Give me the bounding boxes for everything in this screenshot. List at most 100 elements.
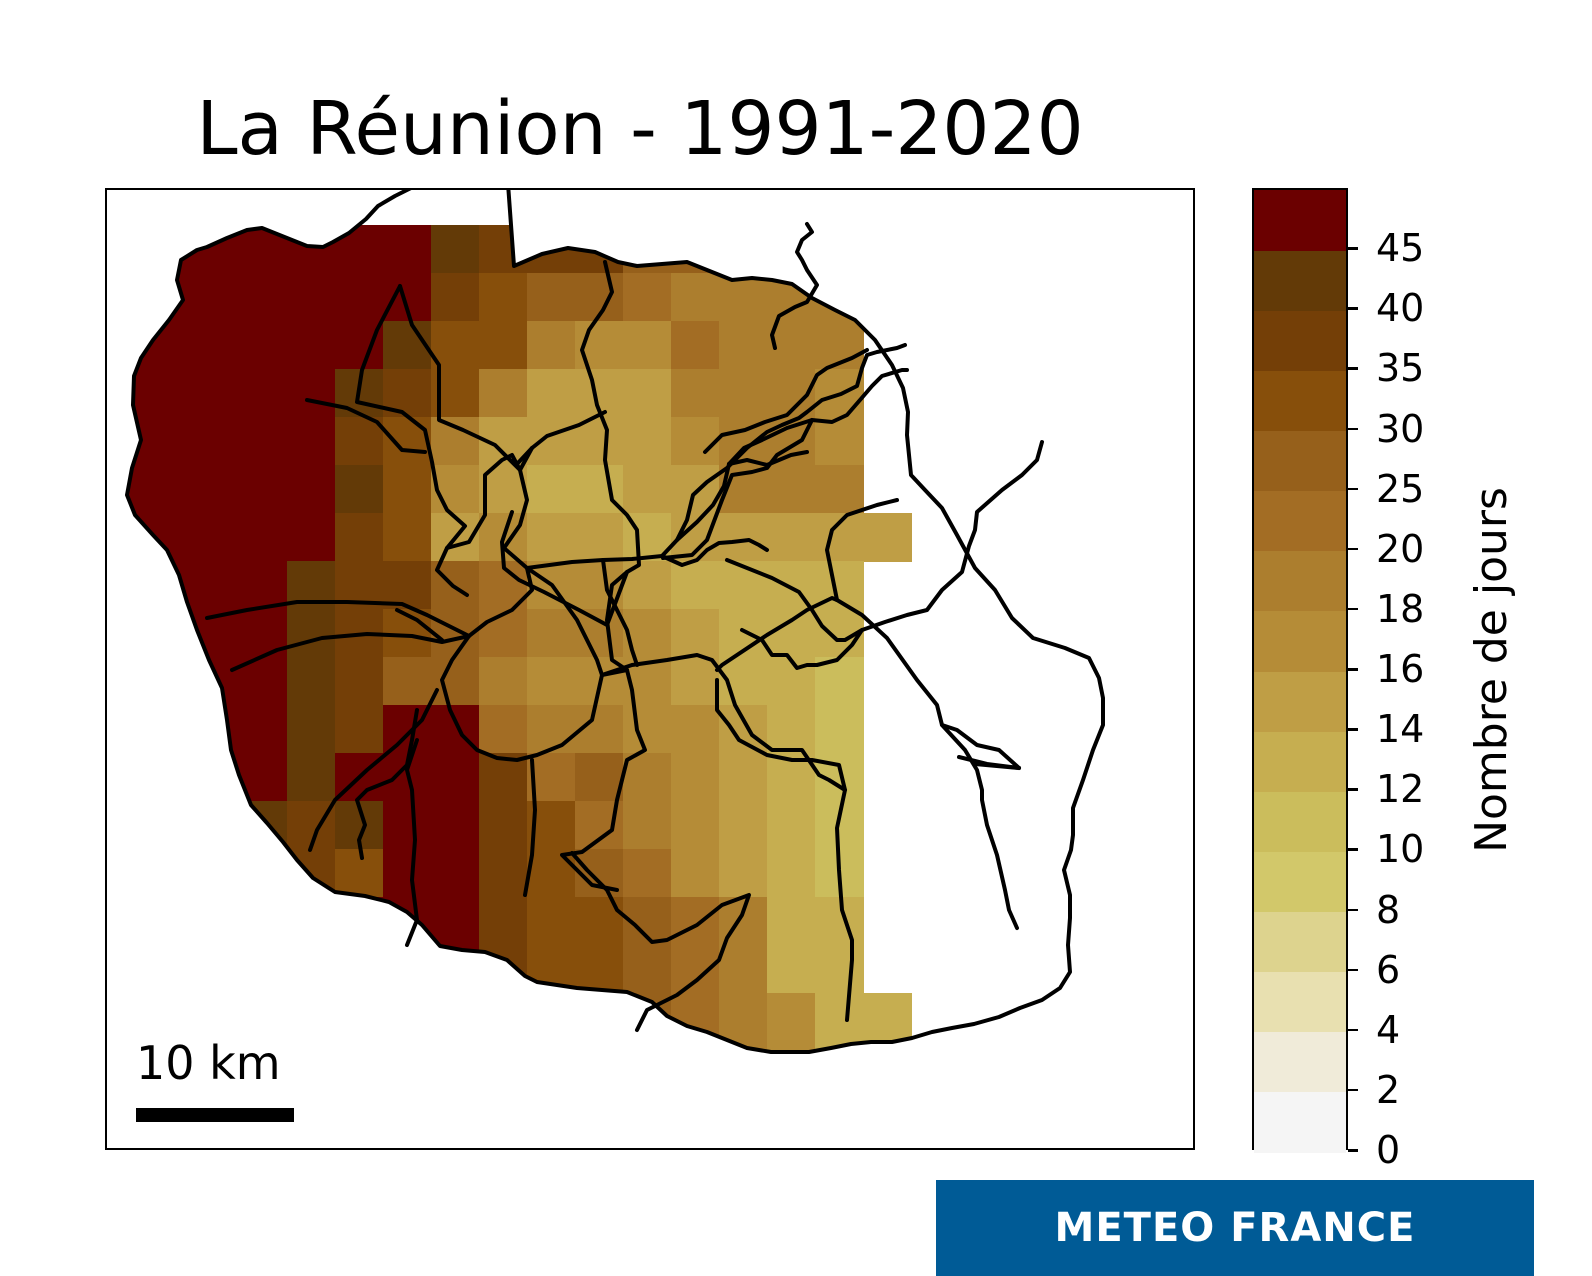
grid-cell — [383, 801, 432, 850]
grid-cell — [527, 417, 576, 466]
colorbar-tick-label: 10 — [1376, 827, 1425, 872]
colorbar-tick-label: 0 — [1376, 1128, 1401, 1172]
grid-cell — [127, 369, 144, 418]
grid-cell — [127, 561, 144, 610]
grid-cell — [287, 273, 336, 322]
grid-cell — [719, 561, 768, 610]
colorbar-tick — [1348, 908, 1358, 911]
commune-boundary — [525, 566, 604, 677]
grid-cell — [479, 369, 528, 418]
grid-cell — [191, 993, 240, 1042]
grid-cell — [863, 1041, 912, 1052]
colorbar-segment — [1254, 370, 1346, 431]
colorbar-segment — [1254, 1031, 1346, 1093]
grid-cell — [335, 657, 384, 706]
grid-cell — [143, 753, 192, 802]
grid-cell — [127, 753, 144, 802]
commune-boundary — [725, 440, 1044, 642]
grid-cell — [527, 609, 576, 658]
grid-cell — [623, 417, 672, 466]
grid-cell — [143, 225, 192, 274]
grid-cell — [479, 705, 528, 754]
colorbar-tick-label: 20 — [1376, 526, 1425, 571]
colorbar-segment — [1254, 550, 1346, 612]
grid-cell — [431, 753, 480, 802]
grid-cell — [191, 801, 240, 850]
grid-cell — [815, 273, 864, 322]
grid-cell — [127, 801, 144, 850]
grid-cell — [767, 849, 816, 898]
grid-cell — [239, 945, 288, 994]
grid-cell — [719, 321, 768, 370]
map-panel — [105, 188, 1195, 1150]
grid-cell — [623, 1041, 672, 1052]
grid-cell — [671, 801, 720, 850]
grid-cell — [527, 1041, 576, 1052]
grid-cell — [575, 993, 624, 1042]
colorbar-tick-label: 16 — [1376, 647, 1425, 691]
colorbar-tick-label: 8 — [1376, 887, 1401, 932]
colorbar-tick-label: 40 — [1376, 286, 1425, 331]
grid-cell — [431, 657, 480, 706]
commune-boundary — [703, 348, 869, 454]
grid-cell — [767, 1041, 816, 1052]
grid-cell — [623, 321, 672, 370]
grid-cell — [335, 513, 384, 562]
colorbar-segment — [1254, 190, 1346, 251]
commune-boundary — [560, 668, 647, 892]
grid-cell — [287, 897, 336, 946]
commune-boundary — [523, 758, 537, 897]
grid-cell — [767, 945, 816, 994]
grid-cell — [239, 417, 288, 466]
commune-boundary — [308, 688, 439, 852]
colorbar-tick — [1348, 487, 1358, 491]
grid-cell — [479, 657, 528, 706]
grid-cell — [671, 321, 720, 370]
commune-boundary — [405, 738, 419, 947]
grid-cell — [527, 513, 576, 562]
grid-cell — [815, 993, 864, 1042]
grid-cell — [191, 945, 240, 994]
grid-cell — [335, 849, 384, 898]
grid-cell — [143, 561, 192, 610]
grid-cell — [479, 225, 528, 274]
colorbar-segment — [1254, 911, 1346, 973]
grid-cell — [287, 705, 336, 754]
grid-cell — [143, 273, 192, 322]
colorbar-tick — [1348, 1028, 1358, 1032]
commune-boundary — [770, 222, 819, 350]
grid-cell — [527, 369, 576, 418]
colorbar-tick — [1348, 968, 1358, 972]
colorbar-segment — [1254, 610, 1346, 672]
grid-cell — [575, 1041, 624, 1052]
commune-boundary — [580, 260, 641, 672]
grid-cell — [623, 369, 672, 418]
colorbar-tick-label: 2 — [1376, 1067, 1401, 1112]
commune-boundary — [600, 653, 847, 792]
grid-cell — [239, 849, 288, 898]
grid-cell — [287, 1041, 336, 1052]
grid-cell — [719, 993, 768, 1042]
colorbar-tick-label: 25 — [1376, 466, 1425, 511]
grid-cell — [239, 993, 288, 1042]
grid-cell — [527, 849, 576, 898]
grid-cell — [127, 465, 144, 514]
grid-cell — [479, 273, 528, 322]
grid-cell — [623, 273, 672, 322]
colorbar-segment — [1254, 1091, 1346, 1153]
grid-cell — [671, 897, 720, 946]
commune-boundary — [660, 538, 769, 567]
commune-boundary — [445, 446, 534, 550]
commune-boundary — [398, 284, 529, 570]
grid-cell — [191, 369, 240, 418]
grid-cell — [527, 897, 576, 946]
grid-cell — [527, 705, 576, 754]
grid-cell — [575, 945, 624, 994]
grid-cell — [815, 225, 864, 274]
grid-cell — [335, 897, 384, 946]
scale-bar-label: 10 km — [136, 1036, 281, 1090]
commune-boundary — [395, 608, 444, 642]
grid-cell — [383, 225, 432, 274]
grid-cell — [815, 705, 864, 754]
grid-cell — [767, 705, 816, 754]
